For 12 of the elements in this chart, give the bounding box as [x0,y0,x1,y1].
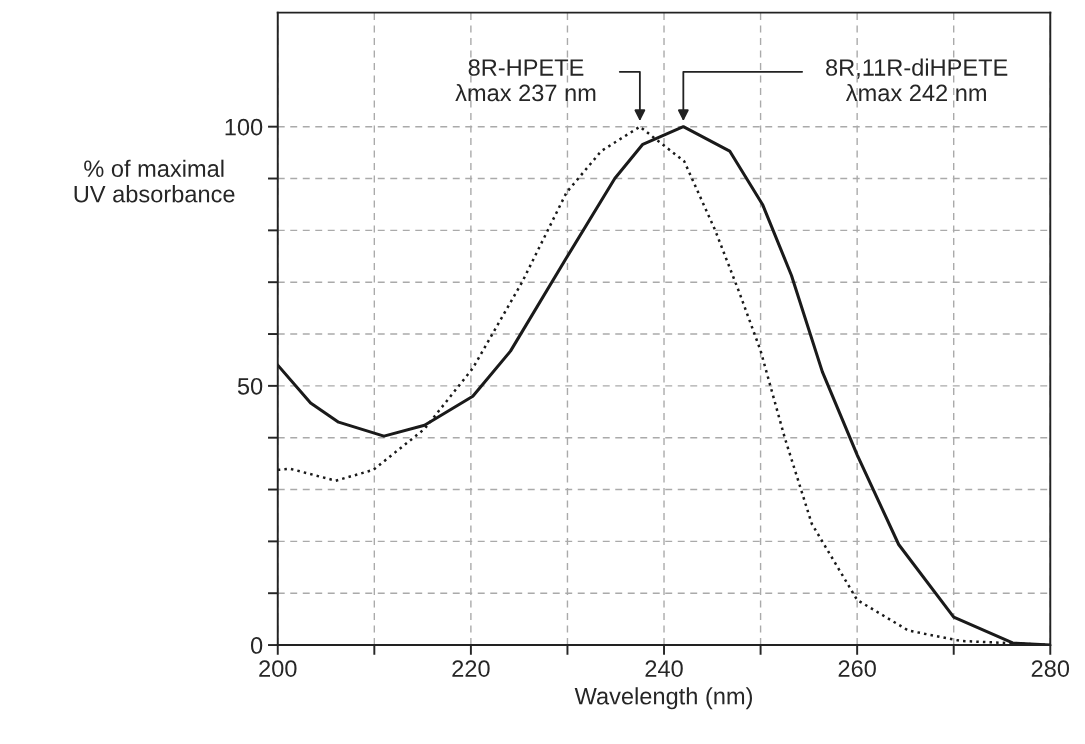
annotation: 8R-HPETE λmax 237 nm [455,59,596,102]
x-tick-label: 240 [645,660,683,677]
y-tick-label: 50 [237,377,263,395]
y-tick-label: 0 [250,637,263,654]
x-tick-label: 280 [1031,660,1070,677]
x-tick-label: 220 [452,660,490,677]
x-tick-label: 200 [259,660,297,677]
y-tick-label: 100 [225,118,263,136]
x-axis-title: Wavelength (nm) [574,687,752,710]
x-tick-label: 260 [838,660,876,677]
annotation: 8R,11R-diHPETE λmax 242 nm [826,58,1008,102]
y-axis-title: % of maximal UV absorbance [74,159,235,203]
